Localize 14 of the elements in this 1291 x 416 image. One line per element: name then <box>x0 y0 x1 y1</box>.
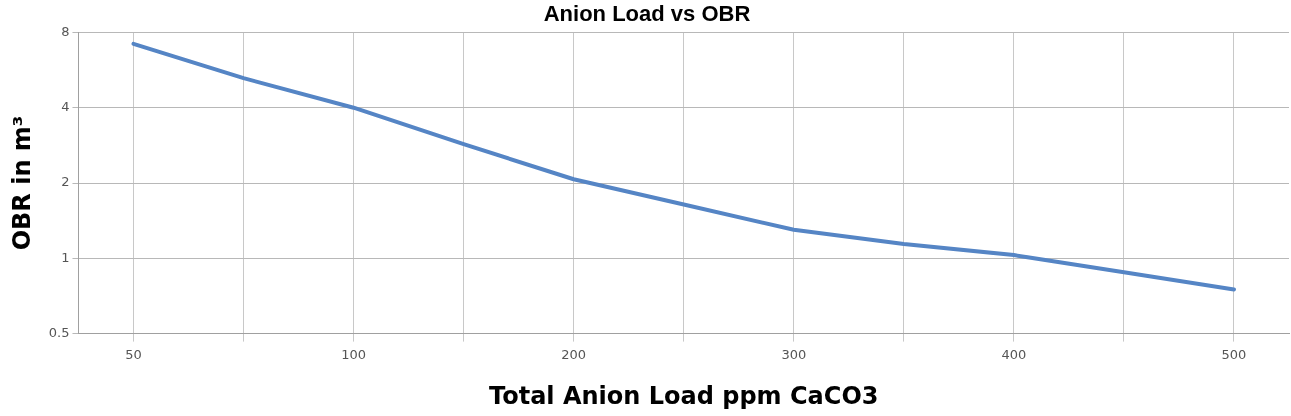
x-tick-label: 300 <box>781 346 807 362</box>
y-tick-label: 4 <box>61 99 70 115</box>
y-axis-title: OBR in m³ <box>7 115 36 251</box>
y-tick-label: 0.5 <box>48 324 70 340</box>
x-tick-label: 500 <box>1221 346 1247 362</box>
chart-title: Anion Load vs OBR <box>543 1 751 27</box>
y-tick-label: 2 <box>61 174 70 190</box>
x-axis-title: Total Anion Load ppm CaCO3 <box>488 381 879 410</box>
x-tick-label: 200 <box>561 346 587 362</box>
x-tick-label: 400 <box>1001 346 1027 362</box>
x-tick-label: 50 <box>125 346 142 362</box>
y-tick-label: 1 <box>61 249 70 265</box>
y-tick-label: 8 <box>61 23 70 39</box>
x-tick-label: 100 <box>341 346 367 362</box>
